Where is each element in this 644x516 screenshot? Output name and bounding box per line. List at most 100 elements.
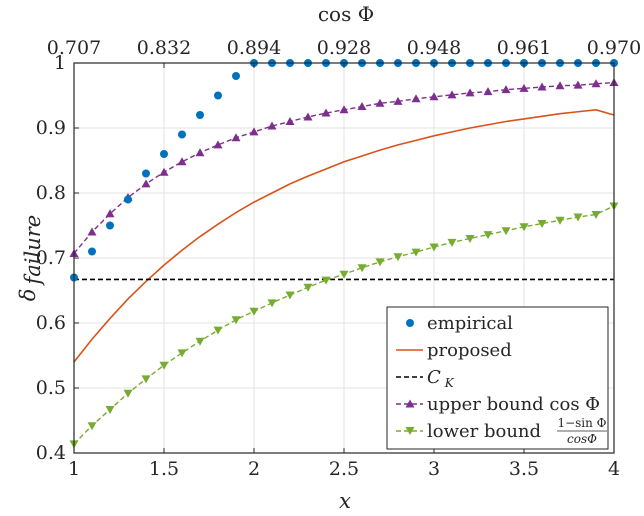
top-tick-label: 0.928 — [317, 37, 371, 59]
upper-bound-point — [87, 227, 97, 236]
lower-bound-point — [339, 270, 349, 279]
lower-bound-point — [411, 248, 421, 257]
upper-bound-point — [321, 108, 331, 117]
lower-bound-point — [177, 349, 187, 358]
upper-bound-point — [105, 209, 115, 218]
empirical-point — [196, 111, 204, 119]
upper-bound-point — [177, 157, 187, 166]
empirical-point — [178, 130, 186, 139]
legend-fraction-denominator: cosΦ — [567, 432, 597, 446]
y-tick-label: 0.9 — [36, 117, 66, 139]
legend-label-proposed: proposed — [427, 340, 512, 361]
top-tick-label: 0.961 — [497, 37, 551, 59]
legend-entry-upper-bound: upper bound cos Φ — [396, 394, 600, 415]
upper-bound-point — [537, 82, 547, 91]
empirical-point — [106, 221, 114, 230]
legend-marker-triangle-up — [405, 399, 415, 408]
x-tick-label: 4 — [608, 458, 620, 480]
lower-bound-point — [267, 299, 277, 308]
y-tick-label: 0.6 — [36, 312, 66, 334]
upper-bound-point — [429, 92, 439, 101]
lower-bound-point — [321, 276, 331, 285]
lower-bound-point — [537, 220, 547, 229]
legend-fraction-numerator: 1−sin Φ — [557, 416, 606, 430]
y-axis-title: δ failure — [16, 215, 45, 301]
lower-bound-point — [429, 243, 439, 252]
empirical-point — [232, 72, 240, 80]
upper-bound-point — [267, 121, 277, 130]
top-tick-label: 0.707 — [47, 37, 101, 59]
empirical-point — [142, 169, 150, 178]
legend-label-lower-bound: lower bound — [427, 421, 541, 442]
lower-bound-point — [285, 291, 295, 300]
top-tick-label: 0.948 — [407, 37, 461, 59]
upper-bound-point — [555, 81, 565, 90]
y-tick-label: 1 — [54, 52, 66, 74]
lower-bound-point — [393, 253, 403, 262]
empirical-point — [88, 247, 96, 256]
lower-bound-point — [231, 316, 241, 325]
y-tick-label: 0.5 — [36, 377, 66, 399]
legend-label-empirical: empirical — [427, 313, 513, 334]
upper-bound-point — [411, 94, 421, 103]
top-tick-label: 0.894 — [227, 37, 281, 59]
lower-bound-point — [213, 326, 223, 335]
legend: empirical proposed C K upper bound cos Φ… — [386, 306, 609, 450]
upper-bound-point — [195, 148, 205, 157]
upper-bound-point — [303, 112, 313, 121]
upper-bound-point — [357, 102, 367, 111]
svg-text:δ failure: δ failure — [16, 215, 45, 301]
y-tick-label: 0.7 — [36, 247, 66, 269]
lower-bound-point — [573, 213, 583, 222]
legend-entry-empirical: empirical — [406, 313, 513, 334]
upper-bound-point — [339, 105, 349, 114]
lower-bound-point — [465, 235, 475, 243]
upper-bound-point — [393, 96, 403, 105]
x-axis-title: x — [339, 489, 351, 513]
legend-entry-lower-bound: lower bound 1−sin Φ cosΦ — [396, 416, 607, 446]
lower-bound-point — [519, 223, 529, 232]
upper-bound-point — [501, 85, 511, 94]
lower-bound-point — [123, 389, 133, 398]
upper-bound-point — [519, 83, 529, 92]
legend-label-upper-bound: upper bound cos Φ — [427, 394, 600, 415]
x-tick-label: 1 — [68, 458, 80, 480]
top-tick-label: 0.832 — [137, 37, 191, 59]
x-tick-label: 1.5 — [149, 458, 179, 480]
lower-bound-point — [105, 405, 115, 414]
lower-bound-point — [357, 264, 367, 273]
empirical-point — [214, 91, 222, 100]
lower-bound-point — [555, 216, 565, 225]
y-tick-label: 0.8 — [36, 182, 66, 204]
lower-bound-point — [447, 238, 457, 247]
lower-bound-point — [591, 210, 601, 219]
legend-entry-ck: C K — [396, 367, 455, 390]
empirical-point — [124, 195, 132, 204]
lower-bound-point — [87, 422, 97, 431]
legend-label-ck: C — [427, 367, 441, 388]
upper-bound-point — [591, 79, 601, 88]
lower-bound-point — [195, 337, 205, 346]
lower-bound-point — [303, 283, 313, 292]
upper-bound-point — [231, 133, 241, 142]
upper-bound-point — [285, 117, 295, 125]
lower-bound-point — [501, 227, 511, 236]
upper-bound-point — [213, 140, 223, 149]
x-tick-label: 3 — [428, 458, 440, 480]
top-tick-label: 0.970 — [587, 37, 641, 59]
lower-bound-point — [483, 231, 493, 240]
upper-bound-point — [447, 90, 457, 99]
legend-label-ck-sub: K — [444, 376, 455, 390]
y-tick-label: 0.4 — [36, 442, 66, 464]
proposed-line — [73, 108, 615, 363]
upper-bound-point — [159, 167, 169, 176]
svg-text:C K: C K — [427, 367, 455, 390]
legend-box — [386, 306, 609, 450]
upper-bound-point — [483, 87, 493, 96]
y-axis-title-main: δ — [16, 289, 40, 302]
upper-bound-point — [465, 88, 475, 97]
legend-entry-proposed: proposed — [396, 340, 512, 361]
lower-bound-point — [375, 258, 385, 267]
upper-bound-point — [141, 179, 151, 188]
